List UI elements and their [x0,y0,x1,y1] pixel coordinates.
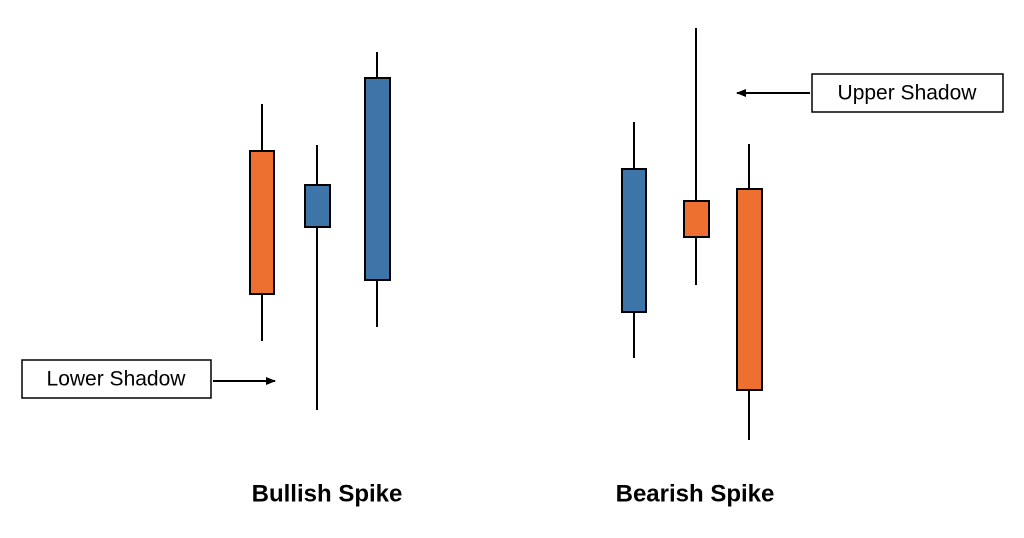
callout-box [811,73,1004,113]
candle-body [736,188,763,391]
candle-body [683,200,710,238]
group-title: Bearish Spike [616,480,775,507]
callout-box [21,359,212,399]
candle-body [304,184,331,228]
upper-shadow-callout: Upper Shadow [736,73,1004,113]
lower-shadow-callout: Lower Shadow [21,359,276,399]
candle-body [621,168,647,313]
callout-label: Upper Shadow [838,82,978,105]
bearish-group: Bearish Spike [616,28,775,507]
candle-body [249,150,275,295]
group-title: Bullish Spike [252,480,403,507]
candle-body [364,77,391,281]
bullish-group: Bullish Spike [249,52,403,507]
callout-label: Lower Shadow [47,368,187,391]
